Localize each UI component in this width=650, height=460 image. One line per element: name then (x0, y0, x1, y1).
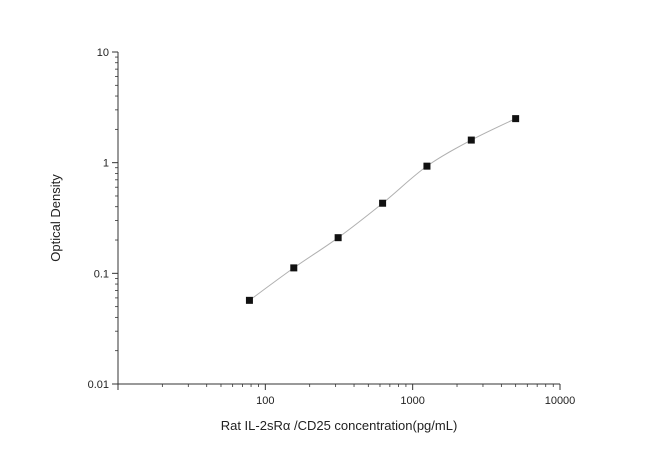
x-tick-label: 10000 (545, 395, 576, 407)
x-tick-label: 100 (256, 395, 274, 407)
data-point (423, 162, 431, 170)
axes (112, 51, 561, 390)
y-axis-label: Optical Density (48, 174, 63, 262)
data-point (290, 264, 298, 272)
data-point (512, 115, 520, 123)
y-tick-label: 10 (97, 47, 109, 59)
fit-curve-layer (249, 118, 516, 301)
data-point (334, 234, 342, 242)
data-point (245, 296, 253, 304)
tick-labels: 0.01 0.1 1 10 100 1000 10000 (88, 47, 576, 407)
data-point (467, 136, 475, 144)
y-tick-label: 0.1 (94, 268, 109, 280)
fit-curve (249, 118, 516, 301)
x-axis-label: Rat IL-2sRα /CD25 concentration(pg/mL) (221, 418, 458, 433)
data-point (379, 199, 387, 207)
x-tick-label: 1000 (400, 395, 424, 407)
y-tick-label: 0.01 (88, 379, 109, 391)
data-points (245, 115, 520, 304)
y-tick-label: 1 (103, 158, 109, 170)
